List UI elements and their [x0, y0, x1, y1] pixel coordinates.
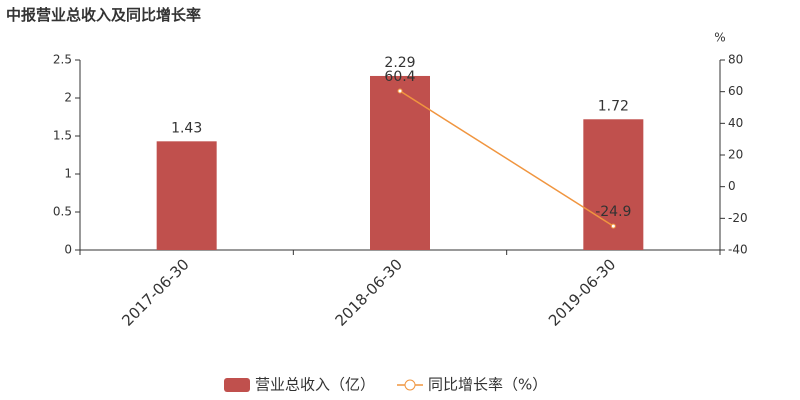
legend-swatch	[224, 378, 250, 392]
bar-value-label: 1.43	[171, 120, 202, 136]
line	[399, 90, 614, 227]
bar	[156, 141, 217, 250]
bar	[583, 119, 644, 250]
bar-value-label: 1.72	[598, 98, 629, 114]
y2-tick-label: 20	[728, 148, 743, 162]
x-tick-label: 2019-06-30	[545, 255, 619, 329]
y2-tick-label: 40	[728, 116, 743, 130]
chart-title: 中报营业总收入及同比增长率	[6, 6, 201, 24]
line-value-label: -24.9	[595, 204, 631, 220]
y2-tick-label: 80	[728, 53, 743, 67]
y-tick-label: 0	[64, 243, 72, 257]
x-tick-label: 2017-06-30	[118, 255, 192, 329]
bar	[370, 75, 430, 251]
y-tick-label: 1	[64, 167, 72, 181]
y-tick-label: 2	[64, 91, 72, 105]
line-point	[397, 88, 403, 94]
legend-label: 同比增长率（%）	[428, 376, 547, 394]
y-tick-label: 0.5	[53, 205, 72, 219]
legend-swatch	[404, 379, 416, 391]
x-tick-label: 2018-06-30	[332, 255, 406, 329]
y2-unit: %	[714, 31, 725, 45]
line-point	[610, 223, 616, 229]
line-value-label: 60.4	[384, 69, 415, 85]
y-tick-label: 2.5	[53, 53, 72, 67]
y2-tick-label: -20	[728, 211, 748, 225]
bar-value-label: 2.29	[384, 55, 415, 71]
legend-label: 营业总收入（亿）	[255, 376, 375, 394]
y2-tick-label: -40	[728, 243, 748, 257]
y-tick-label: 1.5	[53, 129, 72, 143]
y2-tick-label: 0	[728, 179, 736, 193]
y2-tick-label: 60	[728, 84, 743, 98]
